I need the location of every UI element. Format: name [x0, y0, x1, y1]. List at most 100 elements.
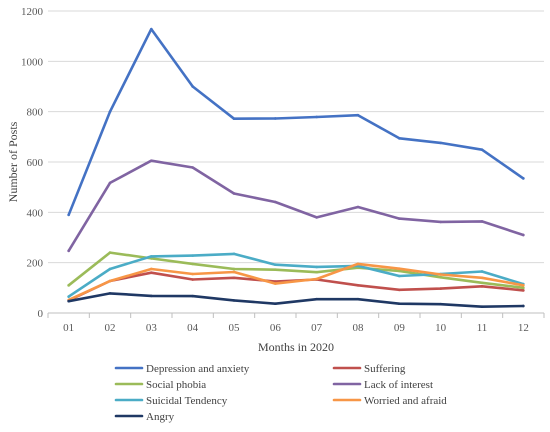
legend-label: Suicidal Tendency [146, 395, 228, 407]
data-point [191, 278, 194, 281]
data-point [315, 265, 318, 269]
legend-item: Angry [114, 411, 175, 423]
data-point [67, 295, 70, 298]
series-lines [67, 27, 525, 309]
x-tick-label: 02 [105, 322, 116, 334]
x-tick-label: 03 [146, 322, 158, 334]
series-line-6 [67, 292, 525, 309]
legend-label: Social phobia [146, 379, 206, 391]
y-tick-label: 800 [27, 107, 44, 119]
y-tick-label: 0 [38, 308, 44, 320]
data-point [315, 270, 318, 274]
series-line-0 [67, 27, 525, 217]
data-point [274, 263, 277, 266]
x-tick-label: 06 [270, 322, 282, 334]
data-point [274, 302, 277, 305]
data-point [439, 302, 442, 306]
data-point [480, 305, 484, 309]
data-point [150, 267, 153, 271]
legend-label: Suffering [364, 363, 406, 375]
data-point [356, 297, 360, 301]
data-point [522, 286, 525, 290]
data-point [398, 288, 401, 292]
data-point [480, 148, 484, 151]
data-point [398, 274, 401, 278]
data-point [398, 137, 401, 140]
data-point [522, 304, 525, 308]
legend: Depression and anxiety Suffering Social ph… [114, 363, 447, 423]
x-tick-label: 08 [353, 322, 365, 334]
data-point [439, 287, 442, 290]
legend-label: Depression and anxiety [146, 363, 250, 375]
x-tick-label: 12 [518, 322, 529, 334]
x-tick-label: 07 [311, 322, 323, 334]
data-point [108, 251, 112, 254]
data-point [356, 205, 360, 209]
x-tick-label: 01 [63, 322, 74, 334]
data-point [191, 166, 194, 169]
data-point [108, 110, 112, 113]
x-tick-label: 05 [229, 322, 241, 334]
data-point [315, 216, 318, 219]
series-line-4 [67, 252, 525, 298]
data-point [398, 217, 401, 220]
data-point [398, 269, 401, 273]
data-point [356, 262, 360, 266]
data-point [232, 270, 236, 274]
gridlines [48, 10, 544, 314]
data-point [191, 272, 194, 276]
legend-label: Lack of interest [364, 379, 433, 391]
data-point [522, 284, 525, 287]
data-point [232, 117, 236, 121]
data-point [67, 299, 70, 303]
data-point [67, 213, 70, 217]
legend-item: Suicidal Tendency [114, 395, 228, 407]
data-point [522, 289, 525, 292]
axes [47, 312, 545, 318]
data-point [274, 200, 277, 204]
data-point [191, 85, 194, 88]
legend-item: Lack of interest [332, 379, 433, 391]
x-tick-label: 09 [394, 322, 406, 334]
y-tick-label: 600 [27, 157, 44, 169]
data-point [480, 285, 484, 288]
x-tick-label: 10 [435, 322, 447, 334]
data-point [480, 270, 484, 273]
data-point [315, 297, 318, 301]
data-point [150, 159, 153, 163]
data-point [150, 271, 153, 275]
legend-label: Worried and afraid [364, 395, 447, 407]
data-point [150, 27, 153, 31]
data-point [315, 115, 318, 119]
legend-item: Suffering [332, 363, 406, 375]
data-point [439, 275, 442, 279]
x-axis-title: Months in 2020 [258, 340, 334, 354]
data-point [191, 262, 194, 266]
data-point [108, 279, 112, 283]
data-point [108, 267, 112, 271]
data-point [108, 181, 112, 185]
data-point [480, 276, 484, 280]
y-tick-label: 1200 [21, 6, 44, 18]
data-point [356, 284, 360, 287]
data-point [439, 141, 442, 145]
x-tick-label: 11 [477, 322, 488, 334]
legend-item: Worried and afraid [332, 395, 447, 407]
data-point [191, 294, 194, 298]
data-point [522, 177, 525, 180]
y-tick-label: 1000 [21, 56, 44, 68]
data-point [232, 252, 236, 256]
data-point [232, 276, 236, 280]
data-point [150, 255, 153, 258]
data-point [191, 254, 194, 257]
y-tick-label: 400 [27, 207, 44, 219]
data-point [439, 220, 442, 224]
y-axis-title: Number of Posts [6, 121, 20, 202]
data-point [67, 249, 70, 253]
series-line-5 [67, 262, 525, 302]
data-point [150, 294, 153, 298]
data-point [439, 273, 442, 276]
data-point [67, 284, 70, 287]
x-tick-label: 04 [187, 322, 199, 334]
